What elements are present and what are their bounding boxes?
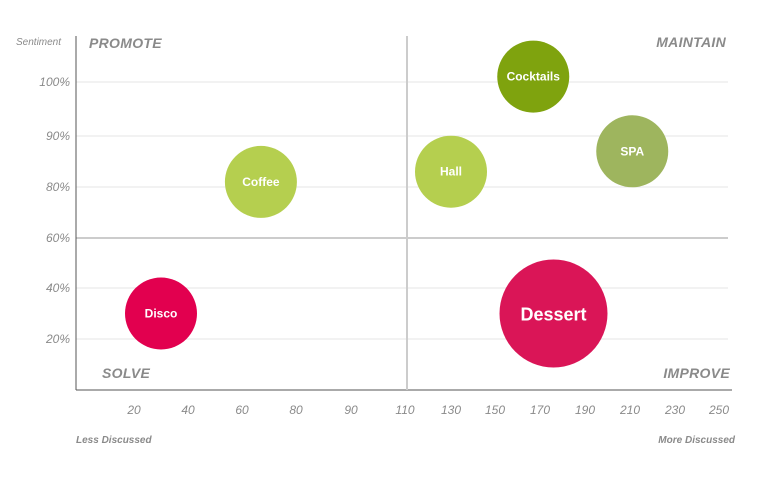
quadrant-label-maintain: MAINTAIN xyxy=(656,34,726,50)
x-tick-label: 150 xyxy=(485,403,505,417)
y-tick-label: 20% xyxy=(45,332,70,346)
x-tick-label: 80 xyxy=(289,403,303,417)
quadrant-label-solve: SOLVE xyxy=(102,365,151,381)
x-tick-label: 210 xyxy=(619,403,640,417)
bubble-circle xyxy=(499,259,608,368)
x-axis-end-label: More Discussed xyxy=(658,435,736,446)
bubble-label: Cocktails xyxy=(507,70,561,84)
y-tick-label: 100% xyxy=(39,75,70,89)
x-tick-label: 40 xyxy=(181,403,195,417)
y-tick-label: 90% xyxy=(46,129,70,143)
bubble-label: Hall xyxy=(440,165,462,179)
x-tick-label: 170 xyxy=(530,403,550,417)
axes xyxy=(75,36,732,391)
x-tick-label: 60 xyxy=(235,403,249,417)
x-tick-label: 130 xyxy=(441,403,461,417)
y-axis-title: Sentiment xyxy=(16,37,62,48)
bubble-circle xyxy=(125,277,197,350)
x-tick-label: 20 xyxy=(126,403,141,417)
bubble-dessert: Dessert xyxy=(499,259,608,368)
bubble-coffee: Coffee xyxy=(224,145,297,218)
y-tick-label: 40% xyxy=(46,281,70,295)
x-axis-start-label: Less Discussed xyxy=(76,435,152,446)
bubble-label: Dessert xyxy=(520,305,586,325)
bubble-label: Disco xyxy=(145,307,178,321)
bubble-label: SPA xyxy=(620,144,644,158)
x-tick-label: 250 xyxy=(708,403,729,417)
bubble-label: Coffee xyxy=(242,175,280,189)
bubble-spa: SPA xyxy=(596,115,669,188)
x-tick-label: 90 xyxy=(344,403,358,417)
x-tick-label: 190 xyxy=(575,403,595,417)
bubble-circle xyxy=(497,40,570,113)
bubble-circle xyxy=(415,135,487,208)
y-tick-labels: 100% 90% 80% 60% 40% 20% xyxy=(39,75,70,346)
quadrant-label-improve: IMPROVE xyxy=(663,365,730,381)
quadrant-label-promote: PROMOTE xyxy=(89,35,162,51)
bubble-circle xyxy=(224,145,297,218)
bubble-hall: Hall xyxy=(415,135,487,208)
y-tick-label: 60% xyxy=(46,231,70,245)
bubble-cocktails: Cocktails xyxy=(497,40,570,113)
bubbles: Disco Coffee Hall Cocktails SPA Dessert xyxy=(125,40,669,368)
x-tick-label: 230 xyxy=(664,403,685,417)
x-tick-label: 110 xyxy=(395,403,414,417)
y-tick-label: 80% xyxy=(46,180,70,194)
bubble-circle xyxy=(596,115,669,188)
x-tick-labels: 20 40 60 80 90 110 130 150 170 190 210 230 250 xyxy=(126,403,729,417)
bubble-disco: Disco xyxy=(125,277,197,350)
